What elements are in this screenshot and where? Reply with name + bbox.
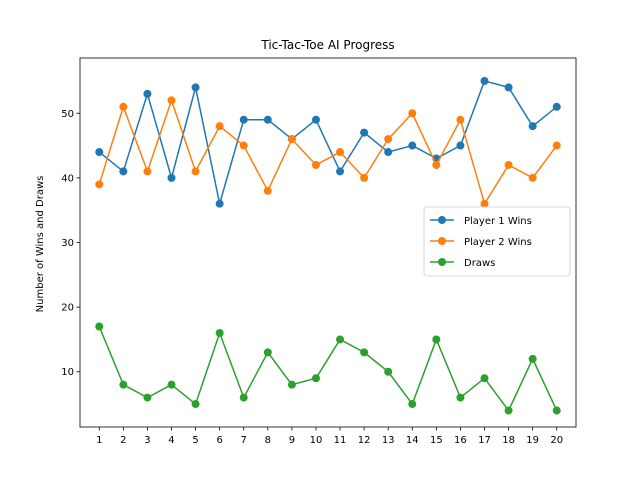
- data-point-s2-15: [432, 160, 441, 169]
- data-point-s1-14: [408, 141, 417, 150]
- data-point-s1-6: [215, 199, 224, 208]
- data-point-s3-8: [263, 348, 272, 357]
- data-point-s3-19: [528, 354, 537, 363]
- x-tick-label-18: 18: [502, 435, 515, 446]
- x-tick-label-16: 16: [454, 435, 467, 446]
- x-tick-label-14: 14: [406, 435, 419, 446]
- x-tick-label-7: 7: [241, 435, 247, 446]
- data-point-s2-5: [191, 167, 200, 176]
- data-point-s1-10: [311, 115, 320, 124]
- data-point-s3-2: [119, 380, 128, 389]
- data-point-s2-2: [119, 102, 128, 111]
- legend-label-2: Player 2 Wins: [464, 237, 532, 248]
- data-point-s3-9: [287, 380, 296, 389]
- data-point-s3-7: [239, 393, 248, 402]
- data-point-s2-19: [528, 173, 537, 182]
- data-point-s3-15: [432, 335, 441, 344]
- series-line-3: [98, 326, 558, 412]
- data-point-s3-4: [167, 380, 176, 389]
- data-point-s3-10: [311, 374, 320, 383]
- data-point-s1-17: [480, 76, 489, 85]
- x-tick-label-12: 12: [358, 435, 371, 446]
- data-point-s2-8: [263, 186, 272, 195]
- x-tick-label-8: 8: [265, 435, 271, 446]
- data-point-s1-2: [119, 167, 128, 176]
- y-axis-label: Number of Wins and Draws: [35, 176, 46, 313]
- legend-label-3: Draws: [464, 258, 495, 269]
- data-point-s3-6: [215, 328, 224, 337]
- data-point-s3-14: [408, 400, 417, 409]
- x-tick-label-9: 9: [289, 435, 295, 446]
- data-point-s1-3: [143, 89, 152, 98]
- x-tick-label-19: 19: [526, 435, 539, 446]
- legend-marker-1: [438, 216, 446, 224]
- legend-marker-2: [438, 237, 446, 245]
- data-point-s3-13: [384, 367, 393, 376]
- data-point-s2-11: [336, 148, 345, 157]
- data-point-s3-18: [504, 406, 513, 415]
- x-tick-label-15: 15: [430, 435, 443, 446]
- data-point-s1-5: [191, 83, 200, 92]
- x-tick-label-6: 6: [216, 435, 222, 446]
- data-point-s3-17: [480, 374, 489, 383]
- data-point-s3-5: [191, 400, 200, 409]
- data-point-s3-16: [456, 393, 465, 402]
- data-point-s1-1: [95, 148, 104, 157]
- series-line-2: [98, 99, 558, 205]
- data-point-s2-6: [215, 122, 224, 131]
- data-point-s1-8: [263, 115, 272, 124]
- data-point-s2-16: [456, 115, 465, 124]
- data-point-s3-11: [336, 335, 345, 344]
- data-point-s2-7: [239, 141, 248, 150]
- x-tick-label-4: 4: [168, 435, 174, 446]
- data-point-s2-13: [384, 135, 393, 144]
- x-tick-label-20: 20: [550, 435, 563, 446]
- data-point-s1-13: [384, 148, 393, 157]
- data-point-s3-1: [95, 322, 104, 331]
- data-point-s1-18: [504, 83, 513, 92]
- legend-marker-3: [438, 258, 446, 266]
- x-tick-label-1: 1: [96, 435, 102, 446]
- chart-title: Tic-Tac-Toe AI Progress: [260, 38, 394, 52]
- legend-label-1: Player 1 Wins: [464, 216, 532, 227]
- data-point-s2-1: [95, 180, 104, 189]
- data-point-s1-20: [552, 102, 561, 111]
- data-point-s2-12: [360, 173, 369, 182]
- x-tick-label-3: 3: [144, 435, 150, 446]
- x-tick-label-5: 5: [192, 435, 198, 446]
- y-tick-label-30: 30: [61, 238, 74, 249]
- data-point-s2-3: [143, 167, 152, 176]
- data-point-s2-20: [552, 141, 561, 150]
- legend: Player 1 Wins Player 2 Wins Draws: [423, 206, 571, 277]
- x-tick-label-13: 13: [382, 435, 395, 446]
- data-point-s3-12: [360, 348, 369, 357]
- data-point-s2-14: [408, 109, 417, 118]
- data-point-s2-10: [311, 160, 320, 169]
- data-point-s3-3: [143, 393, 152, 402]
- data-point-s1-16: [456, 141, 465, 150]
- data-point-s1-19: [528, 122, 537, 131]
- x-tick-label-11: 11: [334, 435, 347, 446]
- y-tick-label-20: 20: [61, 303, 74, 314]
- y-tick-label-10: 10: [61, 367, 74, 378]
- plot-area: 1 2 3 4 5 6 7 8 9 10 11 12 13 14 15 16 17 18 19 20102030405…: [61, 57, 577, 446]
- data-point-s1-11: [336, 167, 345, 176]
- legend-box: [423, 206, 571, 277]
- series-line-1: [98, 80, 558, 205]
- y-tick-label-50: 50: [61, 109, 74, 120]
- data-point-s3-20: [552, 406, 561, 415]
- y-tick-label-40: 40: [61, 173, 74, 184]
- data-point-s2-17: [480, 199, 489, 208]
- x-tick-label-10: 10: [310, 435, 323, 446]
- data-point-s2-18: [504, 160, 513, 169]
- x-tick-label-2: 2: [120, 435, 126, 446]
- data-point-s1-12: [360, 128, 369, 137]
- data-point-s2-4: [167, 96, 176, 105]
- x-tick-label-17: 17: [478, 435, 491, 446]
- data-point-s1-4: [167, 173, 176, 182]
- data-point-s2-9: [287, 135, 296, 144]
- data-point-s1-7: [239, 115, 248, 124]
